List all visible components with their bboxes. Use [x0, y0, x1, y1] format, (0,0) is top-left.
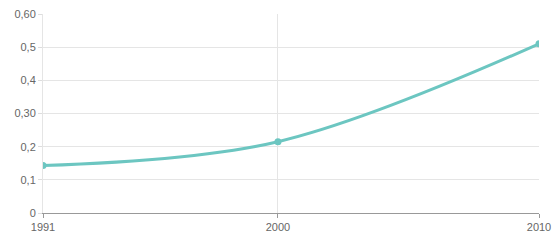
svg-text:0,60: 0,60: [14, 8, 35, 20]
svg-text:0,2: 0,2: [21, 141, 36, 153]
svg-text:0,5: 0,5: [21, 41, 36, 53]
svg-text:0: 0: [30, 207, 36, 219]
svg-text:1991: 1991: [31, 221, 55, 233]
svg-text:2000: 2000: [266, 221, 290, 233]
svg-text:0,30: 0,30: [14, 107, 35, 119]
svg-text:0,1: 0,1: [21, 174, 36, 186]
svg-text:2010: 2010: [527, 221, 551, 233]
svg-text:0,4: 0,4: [21, 74, 36, 86]
